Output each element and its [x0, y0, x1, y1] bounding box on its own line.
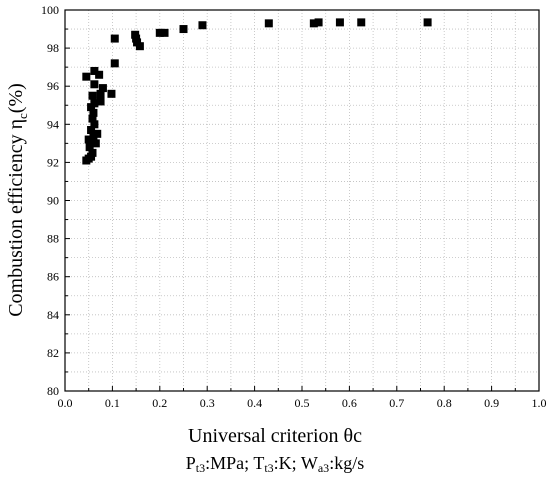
x-tick-label: 0.9 — [484, 396, 499, 410]
y-tick-label: 82 — [47, 346, 59, 360]
footnote-p: P — [185, 453, 196, 473]
x-tick-label: 0.1 — [105, 396, 120, 410]
y-tick-label: 94 — [47, 117, 59, 131]
data-point — [85, 143, 94, 152]
units-footnote: Pt3:MPa; Tt3:K; Wa3:kg/s — [0, 452, 550, 479]
grid-lines — [64, 9, 540, 392]
footnote-p-unit: :MPa; — [205, 453, 254, 473]
data-point — [89, 108, 98, 117]
x-tick-label: 0.6 — [342, 396, 357, 410]
data-point — [88, 148, 97, 157]
y-tick-label: 92 — [47, 155, 59, 169]
data-point — [90, 66, 99, 75]
data-point — [110, 34, 119, 43]
footnote-w: W — [300, 453, 318, 473]
y-axis-label: Combustion efficiency ηc(%) — [5, 83, 30, 317]
x-axis-label: Universal criterion θc — [188, 425, 362, 447]
x-tick-label: 0.0 — [58, 396, 73, 410]
data-point — [160, 28, 169, 37]
data-point — [110, 59, 119, 68]
y-tick-label: 80 — [47, 384, 59, 398]
data-point — [98, 84, 107, 93]
footnote-w-unit: :kg/s — [329, 453, 365, 473]
data-point — [91, 139, 100, 148]
data-point — [264, 19, 273, 28]
footnote-p-sub: t3 — [195, 461, 206, 475]
footnote-t-unit: :K; — [273, 453, 301, 473]
data-point — [95, 70, 104, 79]
data-point — [88, 114, 97, 123]
x-tick-label: 0.5 — [295, 396, 310, 410]
footnote-w-sub: a3 — [317, 461, 330, 475]
y-tick-label: 100 — [41, 3, 59, 17]
y-tick-label: 88 — [47, 232, 59, 246]
x-tick-label: 1.0 — [532, 396, 547, 410]
x-tick-label: 0.2 — [152, 396, 167, 410]
x-tick-label: 0.4 — [247, 396, 262, 410]
data-point — [107, 89, 116, 98]
data-point — [96, 89, 105, 98]
data-point — [84, 135, 93, 144]
y-axis-ticks: 80 82 84 86 88 90 92 94 96 98 100 — [41, 3, 70, 398]
data-point — [90, 120, 99, 129]
y-tick-label: 90 — [47, 194, 59, 208]
data-point — [335, 18, 344, 27]
x-tick-label: 0.7 — [389, 396, 404, 410]
data-point — [90, 80, 99, 89]
x-tick-label: 0.3 — [200, 396, 215, 410]
data-point — [93, 129, 102, 138]
data-point — [198, 21, 207, 30]
data-point — [96, 97, 105, 106]
x-tick-label: 0.8 — [437, 396, 452, 410]
data-point — [309, 19, 318, 28]
data-point — [88, 91, 97, 100]
y-tick-label: 86 — [47, 270, 59, 284]
data-point — [357, 18, 366, 27]
data-point — [155, 28, 164, 37]
footnote-t-sub: t3 — [264, 461, 274, 475]
data-point — [314, 18, 323, 27]
data-points — [82, 18, 432, 165]
footnote-t: T — [253, 453, 265, 473]
data-point — [87, 126, 96, 135]
data-point — [82, 72, 91, 81]
data-point — [131, 30, 140, 39]
data-point — [179, 25, 188, 34]
y-tick-label: 98 — [47, 41, 59, 55]
y-tick-label: 84 — [47, 308, 59, 322]
x-axis-ticks: 0.0 0.1 0.2 0.3 0.4 0.5 0.6 0.7 0.8 0.9 1.0 — [58, 386, 547, 410]
data-point — [423, 18, 432, 27]
y-tick-label: 96 — [47, 79, 59, 93]
data-point — [90, 99, 99, 108]
